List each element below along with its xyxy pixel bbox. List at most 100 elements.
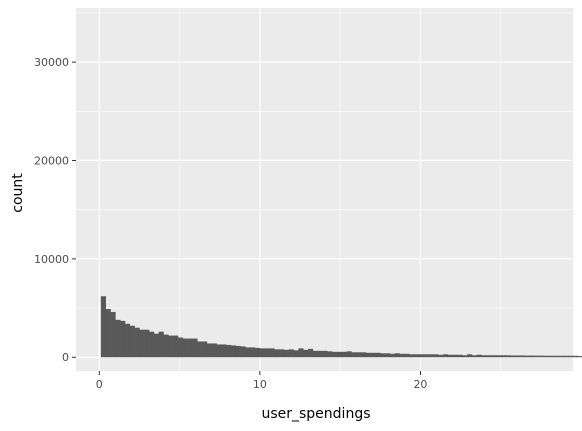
histogram-bar [414, 354, 420, 358]
histogram-bar [206, 343, 212, 358]
histogram-bar [356, 352, 362, 358]
histogram-bar [380, 353, 386, 358]
histogram-bar [452, 354, 458, 358]
x-axis-title: user_spendings [261, 406, 370, 422]
histogram-bar [495, 355, 502, 358]
x-axis-ticks: 0 10 20 [96, 371, 427, 391]
histogram-bar [534, 355, 540, 358]
histogram-bar [105, 309, 111, 358]
y-tick-label: 20000 [34, 154, 69, 167]
histogram-bar [235, 345, 241, 358]
histogram-bar [370, 352, 376, 358]
histogram-bar [404, 353, 410, 358]
histogram-bar [211, 343, 217, 358]
histogram-bar [269, 348, 275, 358]
histogram-bar [240, 346, 246, 358]
histogram-bar [548, 355, 555, 358]
histogram-bar [221, 344, 227, 358]
x-tick-label: 10 [253, 378, 267, 391]
histogram-bar [100, 296, 107, 358]
histogram-bar [283, 349, 290, 358]
histogram-bar [322, 350, 328, 358]
histogram-bar [139, 329, 145, 358]
histogram-bar [255, 347, 261, 358]
histogram-bar [520, 355, 526, 358]
x-tick-label: 20 [413, 378, 427, 391]
y-tick-label: 30000 [34, 56, 69, 69]
histogram-bar [187, 338, 193, 358]
histogram-bar [481, 355, 487, 358]
histogram-bar [129, 325, 135, 358]
histogram-bar [259, 348, 265, 358]
histogram-bar [144, 329, 150, 358]
histogram-bar [505, 355, 511, 358]
histogram-bar [433, 354, 439, 358]
histogram-bar [288, 349, 294, 358]
histogram-bar [375, 352, 381, 358]
histogram-bar [312, 350, 318, 358]
histogram-bar [163, 334, 169, 358]
histogram-bar [332, 351, 338, 358]
histogram-bar [573, 355, 579, 358]
histogram-bar [568, 355, 574, 358]
y-tick-label: 10000 [34, 253, 69, 266]
histogram-bar [202, 341, 208, 358]
y-axis-title: count [10, 173, 26, 213]
histogram-bar [515, 355, 521, 358]
histogram-bar [298, 348, 304, 358]
histogram-bar [245, 347, 251, 358]
histogram-bar [423, 354, 429, 358]
histogram-bar [124, 323, 131, 358]
histogram-bar [471, 355, 477, 358]
histogram-bar [467, 354, 473, 358]
histogram-bar [510, 355, 516, 358]
histogram-bar [115, 319, 121, 358]
histogram-bar [553, 355, 559, 358]
histogram-bar [230, 345, 237, 358]
histogram-bar [317, 350, 323, 358]
histogram-bar [341, 351, 347, 358]
histogram-bar [577, 356, 582, 358]
histogram-bar [389, 353, 396, 358]
histogram-bar [491, 355, 497, 358]
histogram-bar [418, 354, 424, 358]
histogram-bar [399, 353, 405, 358]
histogram-bar [158, 331, 164, 358]
histogram-bar [327, 351, 333, 358]
histogram-bar [134, 327, 140, 358]
histogram-bar [192, 338, 198, 358]
histogram-bar [462, 355, 468, 358]
histogram-bar [264, 348, 270, 358]
histogram-bar [486, 355, 492, 358]
histogram-bar [303, 349, 309, 358]
histogram-bar [168, 335, 174, 358]
histogram-bar [524, 355, 530, 358]
histogram-bar [539, 355, 545, 358]
histogram-bar [336, 351, 343, 358]
y-tick-label: 0 [62, 351, 69, 364]
x-tick-label: 0 [96, 378, 103, 391]
histogram-bar [293, 350, 299, 358]
histogram-bar [409, 354, 415, 358]
histogram-bar [177, 337, 184, 358]
grid-minor [76, 8, 573, 371]
histogram-bar [308, 348, 314, 358]
histogram-bar [442, 354, 449, 358]
histogram-bar [529, 355, 535, 358]
histogram-bar [346, 351, 352, 358]
y-axis-ticks: 0 10000 20000 30000 [34, 56, 76, 364]
histogram-bar [500, 355, 506, 358]
histogram-bar [447, 354, 453, 358]
histogram-bar [476, 354, 482, 358]
histogram-bar [457, 354, 463, 358]
histogram-bar [428, 354, 434, 358]
histogram-bar [120, 320, 126, 358]
histogram-bar [351, 352, 357, 358]
histogram-bar [250, 347, 256, 358]
histogram-bar [394, 353, 400, 358]
histogram-bar [279, 349, 285, 358]
plot-panel [76, 8, 573, 371]
histogram-bar [149, 331, 155, 358]
histogram-bars [100, 296, 582, 358]
